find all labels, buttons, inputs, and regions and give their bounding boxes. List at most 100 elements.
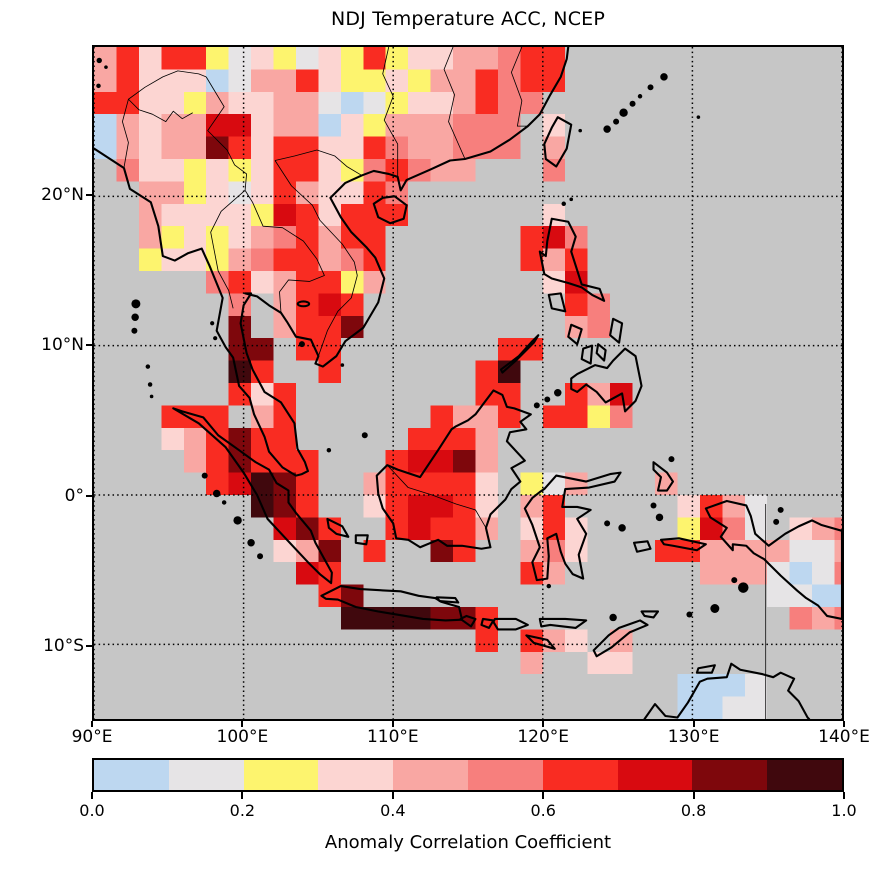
grid-cell (340, 203, 364, 227)
grid-cell (206, 114, 229, 137)
coast-seram (659, 537, 707, 552)
colorbar-gradient (94, 760, 842, 790)
grid-cell (744, 674, 768, 697)
grid-cell (520, 651, 543, 675)
grid-cell (453, 114, 476, 137)
grid-cell (453, 91, 476, 115)
grid-cell (542, 248, 566, 271)
grid-cell (812, 562, 835, 585)
grid-cell (228, 293, 252, 316)
grid-cell (340, 136, 364, 159)
grid-cell (408, 427, 431, 451)
grid-cell (295, 159, 319, 182)
colorbar-tick-mark (542, 792, 545, 799)
grid-cell (228, 383, 252, 406)
grid-cell (340, 584, 364, 607)
colorbar-segment (542, 760, 618, 790)
map-canvas (94, 47, 842, 719)
grid-cell (497, 114, 521, 137)
grid-cell (161, 47, 184, 70)
grid-cell (542, 159, 566, 182)
coast-bangka (326, 517, 350, 538)
x-tick-label: 130°E (667, 727, 720, 747)
coast-sumatra (172, 407, 333, 585)
grid-cell (363, 271, 386, 294)
grid-cell (206, 159, 229, 182)
grid-cell (251, 271, 274, 294)
grid-cell (318, 338, 341, 361)
grid-cell (565, 539, 588, 563)
grid-cell (273, 472, 296, 495)
grid-cell (565, 248, 588, 271)
coast-timor (592, 619, 649, 658)
grid-cell (363, 248, 386, 271)
grid-cell (273, 248, 296, 271)
colorbar-segment (168, 760, 244, 790)
grid-cell (228, 271, 252, 294)
grid-cell (318, 47, 341, 70)
coast-sumba (525, 634, 556, 650)
grid-cell (138, 136, 162, 159)
grid-cell (295, 226, 319, 249)
coast-sulawesi (523, 471, 622, 582)
grid-cell (475, 69, 498, 92)
grid-cell (318, 91, 341, 115)
grid-cell (475, 472, 498, 495)
grid-cell (273, 181, 296, 204)
coastlines (94, 47, 842, 719)
grid-cell (453, 472, 476, 495)
coast-cebu-bohol (595, 343, 607, 362)
grid-cell (116, 69, 139, 92)
grid-cell (744, 562, 768, 585)
grid-cell (340, 315, 364, 339)
grid-cell (228, 226, 252, 249)
grid-cell (251, 450, 274, 473)
grid-cell (228, 47, 252, 70)
grid-cell (453, 47, 476, 70)
grid-cell (385, 136, 409, 159)
grid-cell (340, 47, 364, 70)
grid-cell (497, 136, 521, 159)
colorbar-segment (467, 760, 543, 790)
grid-cell (475, 495, 498, 518)
grid-cell (363, 114, 386, 137)
grid-cell (161, 226, 184, 249)
grid-cell (183, 226, 207, 249)
grid-cell (94, 47, 117, 70)
map-plot (92, 45, 844, 721)
grid-cell (363, 472, 386, 495)
grid-cell (812, 584, 835, 607)
grid-cell (273, 315, 296, 339)
x-tick-mark (91, 721, 93, 727)
grid-cell (206, 181, 229, 204)
grid-cell (251, 114, 274, 137)
grid-cell (408, 495, 431, 518)
grid-cell (138, 69, 162, 92)
grid-cell (453, 539, 476, 563)
grid-cell (161, 159, 184, 182)
grid-cell (834, 562, 842, 585)
grid-cell (385, 495, 409, 518)
colorbar-tick-mark (391, 792, 394, 799)
grid-cell (408, 136, 431, 159)
grid-cell (340, 607, 364, 630)
coast-wetar (640, 610, 660, 619)
grid-cell (363, 203, 386, 227)
coast-hainan (372, 195, 408, 225)
grid-cell (655, 472, 678, 495)
grid-cell (273, 450, 296, 473)
grid-cell (677, 495, 700, 518)
x-tick-label: 120°E (517, 727, 570, 747)
grid-cell (318, 226, 341, 249)
grid-cell (116, 159, 139, 182)
x-tick-label: 140°E (818, 727, 870, 747)
colorbar-tick-label: 0.0 (79, 801, 105, 820)
grid-cell (565, 293, 588, 316)
y-tick-label: 20°N (41, 185, 84, 206)
coast-lombok (480, 617, 495, 629)
grid-cell (116, 114, 139, 137)
grid-cell (251, 47, 274, 70)
grid-cell (542, 47, 566, 70)
grid-cell (251, 472, 274, 495)
